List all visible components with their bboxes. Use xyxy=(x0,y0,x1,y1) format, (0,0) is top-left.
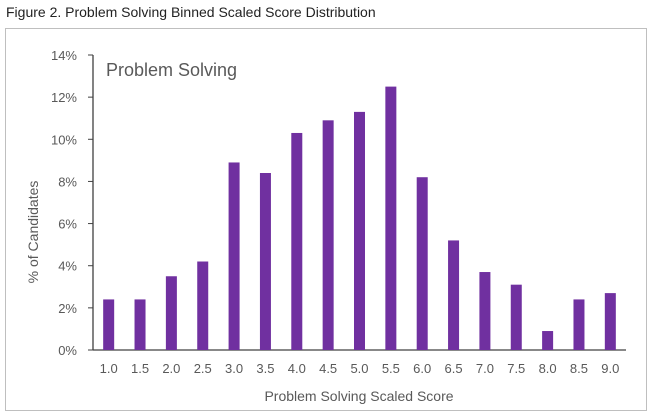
y-tick-label: 6% xyxy=(58,217,77,232)
x-axis-title: Problem Solving Scaled Score xyxy=(264,388,453,404)
x-tick-label: 8.0 xyxy=(539,361,557,376)
x-tick-label: 7.5 xyxy=(507,361,525,376)
bar xyxy=(448,240,460,350)
bar xyxy=(165,276,177,350)
y-tick-label: 4% xyxy=(58,259,77,274)
y-tick-label: 2% xyxy=(58,301,77,316)
y-axis-title: % of Candidates xyxy=(25,181,41,284)
x-tick-label: 1.0 xyxy=(100,361,118,376)
y-tick-label: 12% xyxy=(51,90,77,105)
bar xyxy=(479,272,491,350)
x-tick-label: 6.0 xyxy=(413,361,431,376)
x-tick-label: 3.5 xyxy=(256,361,274,376)
bar xyxy=(385,86,397,350)
y-tick-label: 14% xyxy=(51,48,77,63)
y-tick-label: 8% xyxy=(58,174,77,189)
x-tick-label: 3.0 xyxy=(225,361,243,376)
bar xyxy=(604,293,616,350)
chart-frame: Problem Solving % of Candidates Problem … xyxy=(5,28,647,411)
x-tick-label: 8.5 xyxy=(570,361,588,376)
bar xyxy=(228,162,240,350)
x-tick-label: 6.5 xyxy=(445,361,463,376)
figure-caption: Figure 2. Problem Solving Binned Scaled … xyxy=(6,4,376,20)
x-tick-label: 7.0 xyxy=(476,361,494,376)
chart-title: Problem Solving xyxy=(106,60,237,80)
x-tick-label: 1.5 xyxy=(131,361,149,376)
x-tick-label: 2.5 xyxy=(194,361,212,376)
bar xyxy=(542,331,554,350)
x-tick-label: 5.0 xyxy=(350,361,368,376)
bar xyxy=(322,120,334,350)
y-tick-label: 0% xyxy=(58,343,77,358)
x-tick-label: 9.0 xyxy=(601,361,619,376)
bar-chart: Problem Solving % of Candidates Problem … xyxy=(25,48,626,404)
bar xyxy=(134,299,146,350)
y-tick-label: 10% xyxy=(51,132,77,147)
x-tick-label: 5.5 xyxy=(382,361,400,376)
bar xyxy=(510,284,522,350)
bar xyxy=(197,261,209,350)
bar xyxy=(416,177,428,350)
bar xyxy=(103,299,115,350)
bar xyxy=(573,299,585,350)
x-tick-label: 4.0 xyxy=(288,361,306,376)
x-tick-label: 4.5 xyxy=(319,361,337,376)
x-tick-label: 2.0 xyxy=(162,361,180,376)
bar xyxy=(354,111,365,351)
bar xyxy=(259,173,271,350)
bar xyxy=(291,132,303,350)
